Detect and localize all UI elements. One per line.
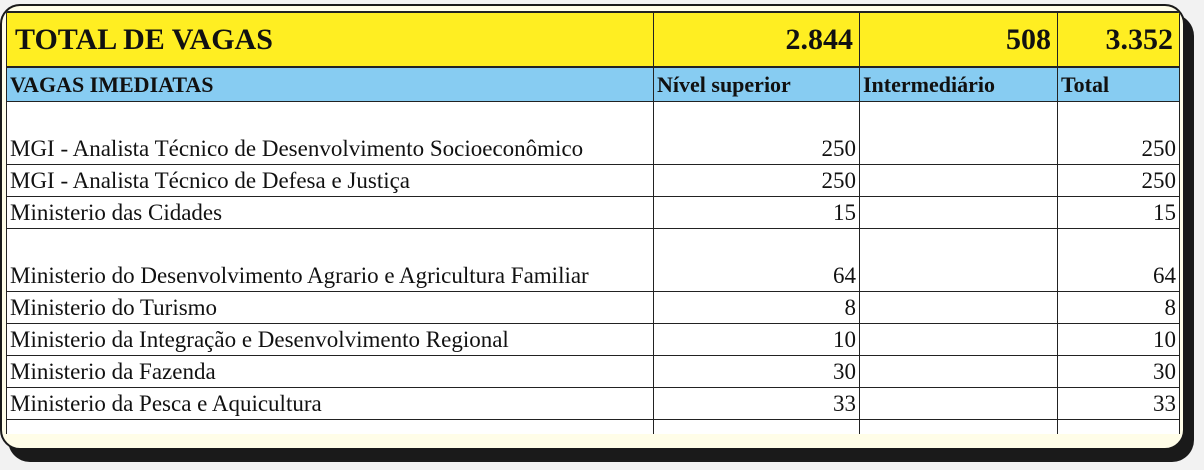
row-total: 30 xyxy=(1057,355,1180,388)
row-name: Ministerio das Cidades xyxy=(6,196,654,229)
filler-cell xyxy=(6,419,654,434)
table-row: MGI - Analista Técnico de Desenvolviment… xyxy=(6,101,1180,165)
filler-cell xyxy=(859,419,1058,434)
table-row: Ministerio do Turismo 8 8 xyxy=(6,291,1180,324)
row-superior: 15 xyxy=(653,196,860,229)
vagas-table: TOTAL DE VAGAS 2.844 508 3.352 VAGAS IME… xyxy=(6,11,1180,434)
table-filler-row xyxy=(6,419,1180,434)
row-total: 250 xyxy=(1057,101,1180,165)
row-total: 33 xyxy=(1057,387,1180,420)
row-superior: 250 xyxy=(653,164,860,197)
row-superior: 250 xyxy=(653,101,860,165)
header-row: VAGAS IMEDIATAS Nível superior Intermedi… xyxy=(6,67,1180,102)
row-intermediario xyxy=(859,164,1058,197)
row-superior: 8 xyxy=(653,291,860,324)
row-intermediario xyxy=(859,291,1058,324)
header-section: VAGAS IMEDIATAS xyxy=(6,67,654,102)
row-total: 10 xyxy=(1057,323,1180,356)
row-intermediario xyxy=(859,196,1058,229)
filler-cell xyxy=(1057,419,1180,434)
row-intermediario xyxy=(859,228,1058,292)
row-name: Ministerio da Integração e Desenvolvimen… xyxy=(6,323,654,356)
total-row: TOTAL DE VAGAS 2.844 508 3.352 xyxy=(6,11,1180,68)
row-intermediario xyxy=(859,387,1058,420)
total-label: TOTAL DE VAGAS xyxy=(6,11,654,68)
vagas-card: TOTAL DE VAGAS 2.844 508 3.352 VAGAS IME… xyxy=(0,4,1185,450)
row-total: 8 xyxy=(1057,291,1180,324)
table-row: Ministerio das Cidades 15 15 xyxy=(6,196,1180,229)
row-superior: 30 xyxy=(653,355,860,388)
table-row: MGI - Analista Técnico de Defesa e Justi… xyxy=(6,164,1180,197)
row-total: 250 xyxy=(1057,164,1180,197)
total-superior: 2.844 xyxy=(653,11,860,68)
table-row: Ministerio da Fazenda 30 30 xyxy=(6,355,1180,388)
filler-cell xyxy=(653,419,860,434)
row-name: Ministerio da Pesca e Aquicultura xyxy=(6,387,654,420)
row-total: 15 xyxy=(1057,196,1180,229)
row-intermediario xyxy=(859,355,1058,388)
header-total: Total xyxy=(1057,67,1180,102)
row-total: 64 xyxy=(1057,228,1180,292)
row-superior: 33 xyxy=(653,387,860,420)
row-name: MGI - Analista Técnico de Defesa e Justi… xyxy=(6,164,654,197)
table-row: Ministerio da Pesca e Aquicultura 33 33 xyxy=(6,387,1180,420)
row-name: MGI - Analista Técnico de Desenvolviment… xyxy=(6,101,654,165)
row-superior: 10 xyxy=(653,323,860,356)
table-row: Ministerio do Desenvolvimento Agrario e … xyxy=(6,228,1180,292)
total-total: 3.352 xyxy=(1057,11,1180,68)
row-name: Ministerio do Turismo xyxy=(6,291,654,324)
row-superior: 64 xyxy=(653,228,860,292)
row-intermediario xyxy=(859,323,1058,356)
row-name: Ministerio do Desenvolvimento Agrario e … xyxy=(6,228,654,292)
table-row: Ministerio da Integração e Desenvolvimen… xyxy=(6,323,1180,356)
header-superior: Nível superior xyxy=(653,67,860,102)
row-name: Ministerio da Fazenda xyxy=(6,355,654,388)
header-intermediario: Intermediário xyxy=(859,67,1058,102)
total-intermediario: 508 xyxy=(859,11,1058,68)
row-intermediario xyxy=(859,101,1058,165)
